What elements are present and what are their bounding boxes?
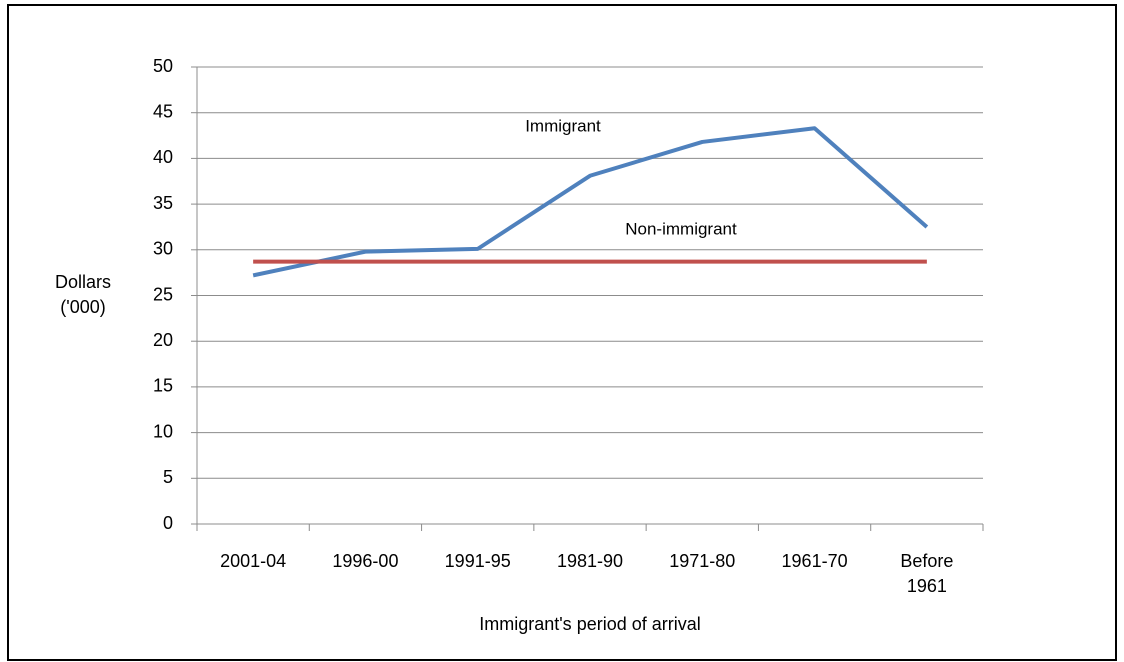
y-tick-label: 20 xyxy=(153,330,173,350)
x-tick-label: 1981-90 xyxy=(557,551,623,571)
y-tick-label: 30 xyxy=(153,239,173,259)
x-tick-label: Before 1961 xyxy=(900,551,953,596)
x-tick-label: 2001-04 xyxy=(220,551,286,571)
y-tick-label: 0 xyxy=(163,513,173,533)
series-line xyxy=(252,126,929,278)
y-tick-label: 35 xyxy=(153,193,173,213)
series-label: Immigrant xyxy=(525,116,601,135)
x-tick-label: 1961-70 xyxy=(782,551,848,571)
y-tick-label: 5 xyxy=(163,467,173,487)
series-label: Non-immigrant xyxy=(625,219,737,238)
y-tick-label: 15 xyxy=(153,376,173,396)
chart-border xyxy=(7,4,1117,661)
y-tick-label: 10 xyxy=(153,421,173,441)
y-tick-label: 25 xyxy=(153,284,173,304)
x-tick-label: 1991-95 xyxy=(445,551,511,571)
y-tick-label: 40 xyxy=(153,147,173,167)
y-tick-label: 45 xyxy=(153,101,173,121)
y-tick-label: 50 xyxy=(153,56,173,76)
x-tick-label: 1971-80 xyxy=(669,551,735,571)
x-tick-label: 1996-00 xyxy=(332,551,398,571)
y-axis-label: Dollars ('000) xyxy=(55,272,111,317)
x-axis-label: Immigrant's period of arrival xyxy=(479,614,701,634)
